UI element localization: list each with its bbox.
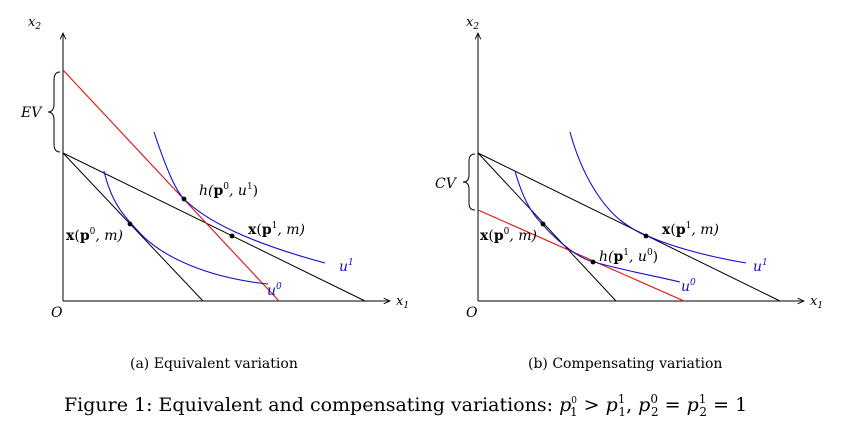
panel-a-point-x-p0-m [127, 221, 133, 227]
panel-a-equivalent-variation: EV x2 x1 O x(p0, m) h(p0, u1) x(p1, m) u… [20, 15, 409, 372]
panel-b-point-x-p0-m [540, 221, 546, 227]
panel-b-y-axis-label: x2 [466, 15, 479, 32]
panel-a-caption: (a) Equivalent variation [130, 356, 298, 372]
panel-b-budget-line-p0 [477, 152, 617, 302]
panel-b-point-x-p1-m [643, 233, 649, 239]
panel-b-cv-brace [462, 153, 476, 211]
panel-b-label-h-p1-u0: h(p1, u0) [599, 248, 658, 265]
panel-a-label-x-p1-m: x(p1, m) [248, 221, 305, 238]
panel-a-equivalent-budget-line [62, 69, 280, 302]
panel-a-origin-label: O [51, 305, 63, 321]
panel-a-point-h-p0-u1 [181, 196, 187, 202]
panel-b-label-u0: u0 [681, 278, 696, 295]
panel-a-label-u0: u0 [267, 282, 282, 299]
panel-b-caption: (b) Compensating variation [528, 356, 722, 372]
figure-caption: Figure 1: Equivalent and compensating va… [64, 392, 747, 419]
panel-a-indifference-curve-u1 [153, 131, 326, 264]
panel-b-label-x-p1-m: x(p1, m) [662, 221, 719, 238]
panel-b-indifference-curve-u0 [514, 170, 681, 283]
panel-a-label-x-p0-m: x(p0, m) [66, 227, 123, 244]
panel-a-label-h-p0-u1: h(p0, u1) [199, 182, 258, 199]
panel-b-compensating-variation: CV x2 x1 O x(p0, m) h(p1, u0) x(p1, m) u… [435, 15, 823, 372]
panel-b-point-h-p1-u0 [590, 259, 596, 265]
panel-a-label-u1: u1 [339, 258, 354, 275]
panel-b-cv-label: CV [435, 176, 458, 192]
panel-a-budget-line-p0 [62, 152, 204, 302]
panel-a-ev-label: EV [20, 105, 43, 121]
panel-a-budget-line-p1 [62, 152, 366, 302]
panel-a-ev-brace [47, 71, 61, 153]
panel-b-label-x-p0-m: x(p0, m) [480, 227, 537, 244]
panel-a-indifference-curve-u0 [103, 170, 269, 285]
panel-b-indifference-curve-u1 [569, 131, 747, 264]
panel-a-x-axis-label: x1 [396, 294, 409, 311]
panel-b-label-u1: u1 [753, 258, 768, 275]
panel-a-y-axis-label: x2 [28, 15, 41, 32]
panel-a-point-x-p1-m [229, 233, 235, 239]
panel-b-x-axis-label: x1 [810, 294, 823, 311]
panel-b-compensated-budget-line [477, 209, 685, 302]
panel-b-origin-label: O [466, 305, 478, 321]
